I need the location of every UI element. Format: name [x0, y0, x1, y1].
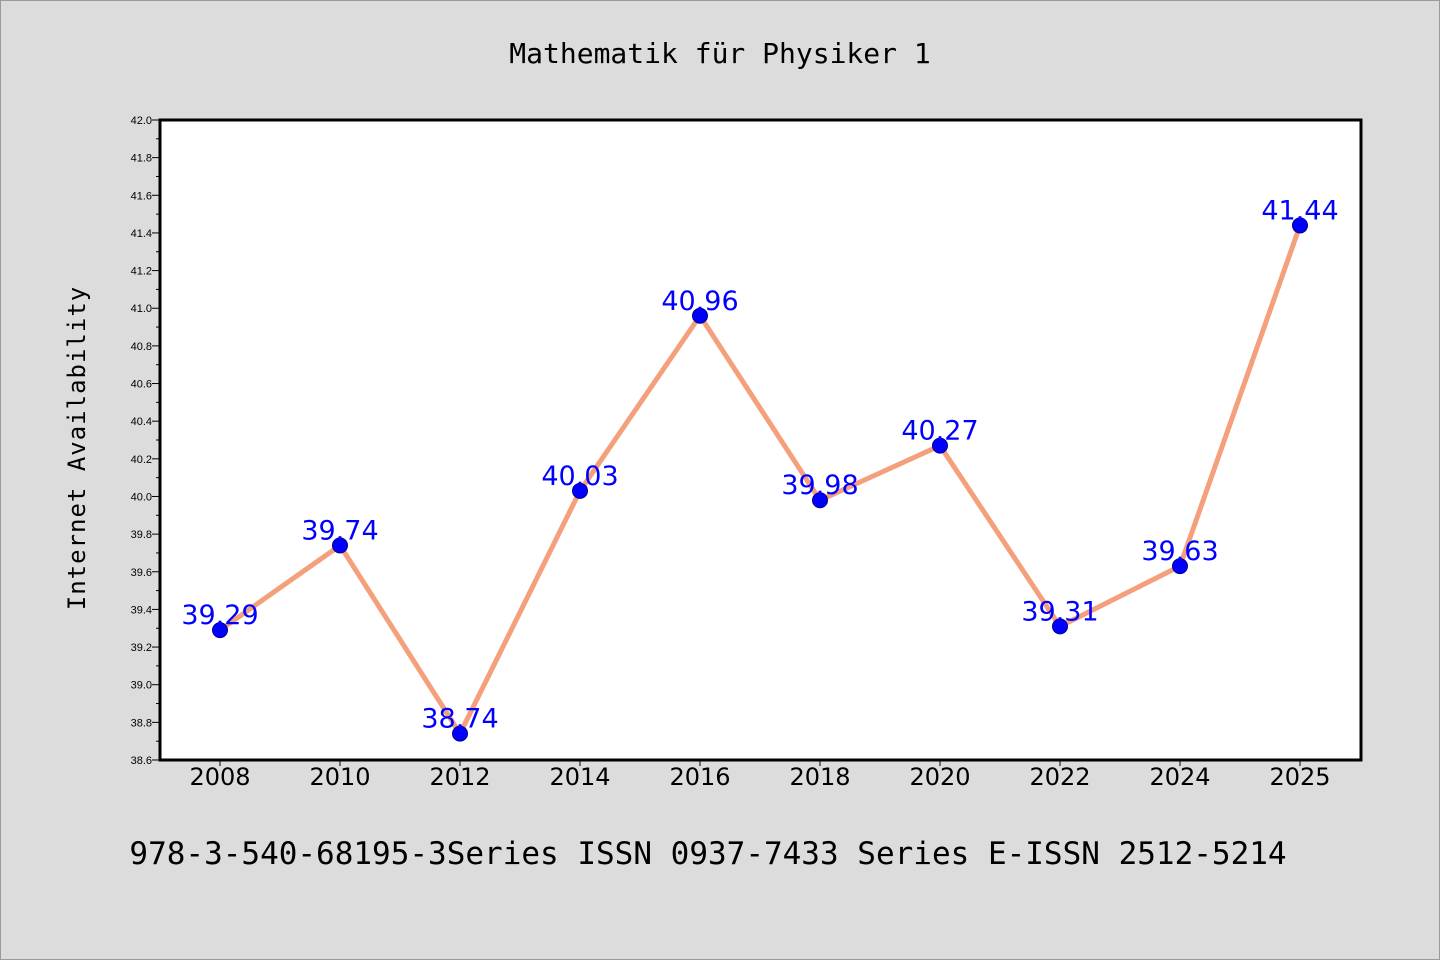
plot-area: [158, 118, 1363, 762]
data-label: 38.74: [421, 704, 498, 735]
y-tick-label: 38.6: [131, 755, 152, 767]
x-tick-label: 2025: [1269, 763, 1330, 791]
data-label: 39.98: [781, 470, 858, 501]
footer-note: 978-3-540-68195-3Series ISSN 0937-7433 S…: [129, 836, 1286, 872]
x-tick-label: 2018: [789, 763, 850, 791]
x-tick-label: 2010: [309, 763, 370, 791]
data-label: 39.74: [301, 515, 378, 546]
y-tick-label: 42.0: [131, 115, 152, 127]
y-tick-label: 39.8: [131, 529, 152, 541]
y-tick-label: 40.2: [131, 454, 152, 466]
y-tick-label: 38.8: [131, 717, 152, 729]
x-tick-label: 2012: [429, 763, 490, 791]
y-tick-label: 39.4: [131, 604, 152, 616]
y-tick-label: 39.2: [131, 642, 152, 654]
data-point: [1052, 618, 1068, 635]
data-label: 41.44: [1261, 195, 1338, 226]
data-point: [812, 492, 828, 509]
y-tick-label: 39.0: [131, 680, 152, 692]
data-point: [932, 437, 948, 454]
data-label: 40.27: [901, 416, 978, 447]
x-tick-label: 2020: [909, 763, 970, 791]
y-tick-label: 40.6: [131, 379, 152, 391]
data-point: [1172, 558, 1188, 575]
data-label: 39.29: [181, 600, 258, 631]
data-label: 40.96: [661, 286, 738, 317]
y-tick-label: 41.0: [131, 303, 152, 315]
data-label: 39.31: [1021, 596, 1098, 627]
chart-title: Mathematik für Physiker 1: [509, 37, 930, 70]
data-point: [1292, 217, 1308, 234]
x-tick-label: 2016: [669, 763, 730, 791]
x-tick-label: 2022: [1029, 763, 1090, 791]
x-tick-label: 2024: [1149, 763, 1210, 791]
data-series: 39.29 39.74 38.74 40.03 40.96 39.98 40.27 39.31…: [181, 195, 1339, 742]
x-tick-label: 2008: [189, 763, 250, 791]
x-tick-label: 2014: [549, 763, 610, 791]
y-tick-label: 39.6: [131, 567, 152, 579]
data-label: 39.63: [1141, 536, 1218, 567]
series-line: [217, 222, 1303, 737]
y-tick-label: 41.4: [131, 228, 152, 240]
data-label: 40.03: [541, 461, 618, 492]
y-tick-label: 40.4: [131, 416, 152, 428]
y-tick-label: 41.2: [131, 266, 152, 278]
data-point: [212, 622, 228, 639]
y-axis-label: Internet Availability: [63, 286, 91, 610]
y-axis: 38.6 38.8 39.0 39.2 39.4 39.6 39.8 40.0 40.2 40.4…: [131, 115, 160, 767]
data-point: [452, 725, 468, 742]
data-point: [692, 307, 708, 324]
data-point: [332, 537, 348, 554]
y-tick-label: 41.8: [131, 153, 152, 165]
y-tick-label: 41.6: [131, 190, 152, 202]
y-tick-label: 40.0: [131, 491, 152, 503]
y-tick-label: 40.8: [131, 341, 152, 353]
data-point: [572, 482, 588, 499]
x-axis: 2008 2010 2012 2014 2016 2018 2020 2022 2024 2025: [189, 760, 1331, 791]
